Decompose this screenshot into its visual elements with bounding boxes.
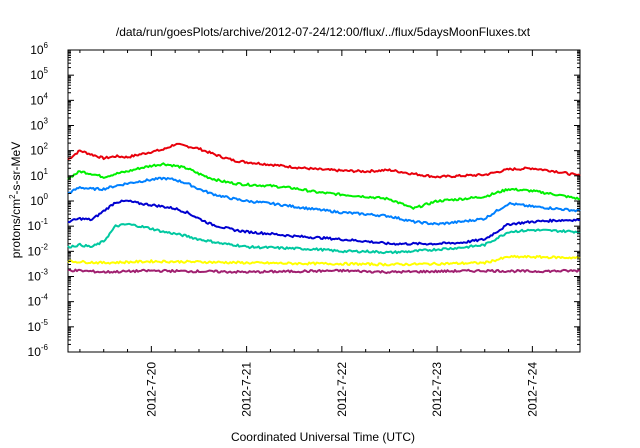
y-axis-label: protons/cm2-s-sr-MeV bbox=[8, 142, 23, 258]
x-axis: 2012-7-20 2012-7-21 2012-7-22 2012-7-23 2012… bbox=[79, 50, 581, 417]
series-line-3 bbox=[67, 176, 581, 226]
plot-frame bbox=[67, 49, 581, 353]
y-tick-label: 10-3 bbox=[28, 268, 49, 284]
series-line-1 bbox=[67, 142, 581, 179]
y-tick-label: 10-5 bbox=[28, 318, 49, 334]
y-tick-label: 10-6 bbox=[28, 343, 49, 359]
series-line-4 bbox=[67, 199, 581, 246]
x-axis-label: Coordinated Universal Time (UTC) bbox=[231, 430, 415, 444]
y-tick-label: 106 bbox=[30, 41, 48, 57]
y-tick-label: 10-4 bbox=[28, 293, 49, 309]
y-tick-label: 102 bbox=[30, 142, 48, 158]
x-tick-label: 2012-7-21 bbox=[240, 362, 254, 417]
series-line-2 bbox=[67, 162, 581, 210]
series-layer bbox=[67, 142, 581, 275]
x-tick-label: 2012-7-22 bbox=[335, 362, 349, 417]
chart-title: /data/run/goesPlots/archive/2012-07-24/1… bbox=[116, 25, 531, 39]
series-line-7 bbox=[67, 268, 581, 275]
y-tick-label: 10-1 bbox=[28, 217, 49, 233]
x-tick-label: 2012-7-24 bbox=[525, 362, 539, 417]
y-tick-label: 105 bbox=[30, 66, 48, 82]
y-tick-label: 103 bbox=[30, 117, 48, 133]
series-line-5 bbox=[67, 222, 581, 255]
x-tick-label: 2012-7-20 bbox=[144, 362, 158, 417]
y-tick-label: 100 bbox=[30, 192, 48, 208]
y-axis: 10-6 10-5 10-4 10-3 10-2 10-1 100 101 102 103 104 1… bbox=[28, 41, 580, 359]
y-tick-label: 10-2 bbox=[28, 242, 49, 258]
y-tick-label: 101 bbox=[30, 167, 48, 183]
x-tick-label: 2012-7-23 bbox=[430, 362, 444, 417]
series-line-6 bbox=[67, 254, 581, 267]
y-tick-label: 104 bbox=[30, 91, 48, 107]
